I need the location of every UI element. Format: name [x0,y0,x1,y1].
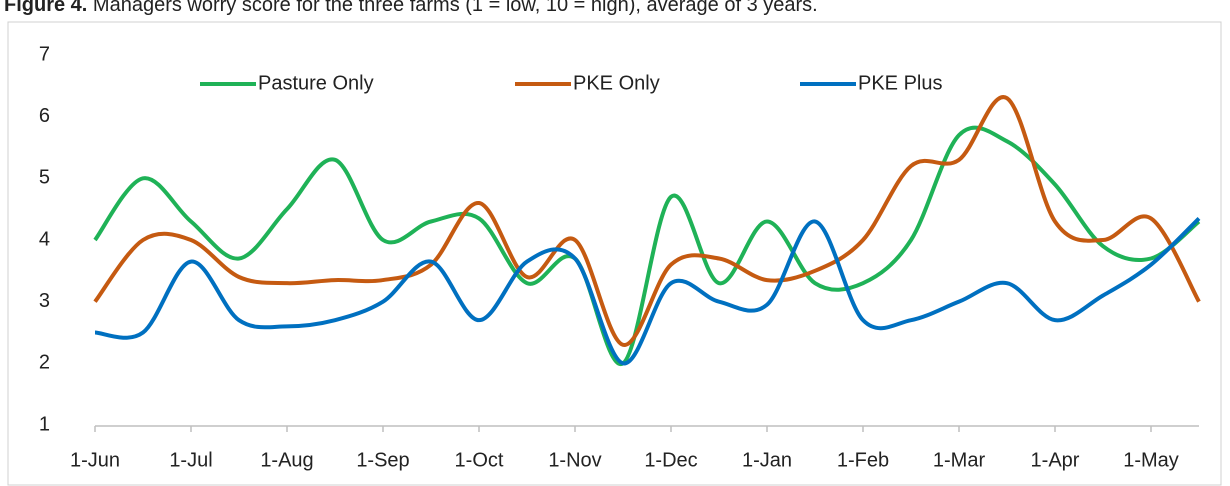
title-text: Managers worry score for the three farms… [93,0,818,16]
x-tick-label: 1-Aug [260,449,313,471]
series-line [94,216,1201,366]
legend-label: Pasture Only [258,72,374,94]
y-tick-label: 4 [39,228,50,250]
x-tick-label: 1-Apr [1031,449,1080,471]
x-tick-label: 1-Mar [933,449,986,471]
x-tick-label: 1-Dec [644,449,697,471]
y-tick-label: 1 [39,413,50,435]
y-tick-label: 6 [39,105,50,127]
y-tick-label: 7 [39,43,50,65]
x-tick-label: 1-Feb [837,449,889,471]
x-tick-label: 1-Jul [169,449,212,471]
chart-title: Figure 4. Managers worry score for the t… [4,0,818,16]
x-tick-label: 1-May [1123,449,1179,471]
title-label: Figure 4. [4,0,87,16]
x-tick-label: 1-Jun [70,449,120,471]
legend-label: PKE Only [573,72,660,94]
x-tick-label: 1-Sep [356,449,409,471]
series-line [93,95,1201,347]
y-tick-label: 2 [39,352,50,374]
x-tick-label: 1-Jan [742,449,792,471]
x-tick-label: 1-Oct [455,449,504,471]
y-tick-label: 3 [39,290,50,312]
legend-label: PKE Plus [858,72,942,94]
y-tick-label: 5 [39,167,50,189]
series-line [93,125,1201,366]
x-tick-label: 1-Nov [548,449,601,471]
